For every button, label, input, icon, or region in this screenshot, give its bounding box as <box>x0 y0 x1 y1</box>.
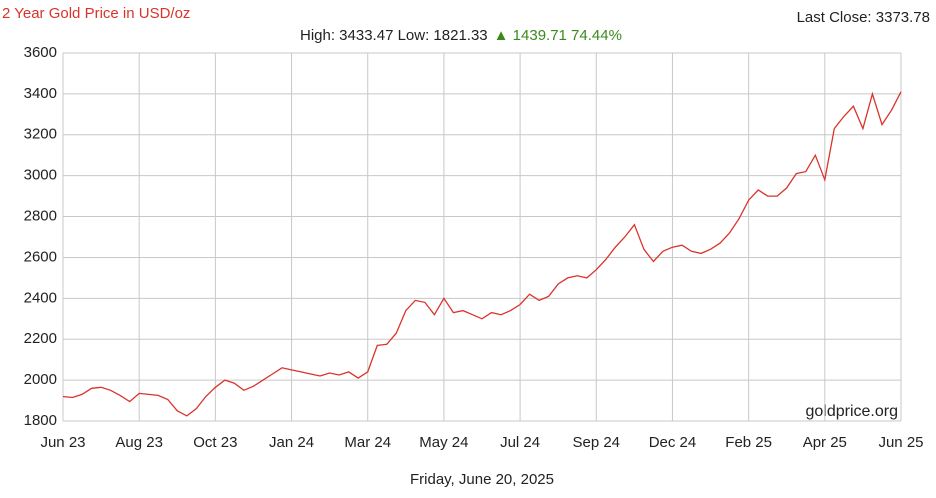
x-tick-label: Aug 23 <box>115 434 163 451</box>
x-tick-label: Sep 24 <box>572 434 620 451</box>
x-tick-label: Jan 24 <box>269 434 314 451</box>
y-tick-label: 2000 <box>24 371 57 388</box>
price-line <box>62 91 902 417</box>
y-tick-label: 3600 <box>24 44 57 61</box>
change: ▲ 1439.71 74.44% <box>494 27 622 44</box>
stats: High: 3433.47 Low: 1821.33 <box>300 27 488 44</box>
y-tick-label: 2800 <box>24 208 57 225</box>
x-tick-label: Jul 24 <box>500 434 540 451</box>
x-tick-label: Apr 25 <box>803 434 847 451</box>
x-tick-label: Mar 24 <box>344 434 391 451</box>
stats-line: High: 3433.47 Low: 1821.33 ▲ 1439.71 74.4… <box>300 27 622 44</box>
y-tick-label: 1800 <box>24 412 57 429</box>
x-tick-label: Jun 25 <box>878 434 923 451</box>
x-tick-label: Jun 23 <box>40 434 85 451</box>
y-tick-label: 2400 <box>24 289 57 306</box>
x-tick-label: Oct 23 <box>193 434 237 451</box>
last-close: Last Close: 3373.78 <box>797 9 930 26</box>
chart-title: 2 Year Gold Price in USD/oz <box>2 5 190 22</box>
x-tick-label: Feb 25 <box>725 434 772 451</box>
y-tick-label: 2600 <box>24 248 57 265</box>
x-tick-label: May 24 <box>419 434 468 451</box>
date-label: Friday, June 20, 2025 <box>410 471 554 488</box>
y-tick-label: 3000 <box>24 167 57 184</box>
y-tick-label: 3200 <box>24 126 57 143</box>
x-tick-label: Dec 24 <box>649 434 697 451</box>
source: goldprice.org <box>806 403 899 420</box>
y-tick-label: 3400 <box>24 85 57 102</box>
y-tick-label: 2200 <box>24 330 57 347</box>
